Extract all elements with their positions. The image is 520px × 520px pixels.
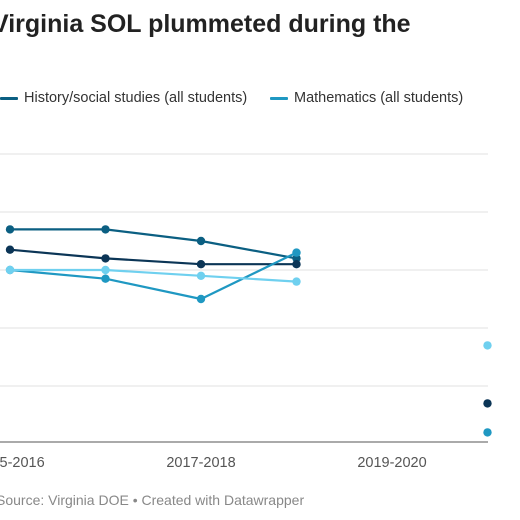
legend-item-history: History/social studies (all students) (0, 90, 247, 106)
point-light-0 (5, 265, 15, 275)
point-math-2 (196, 294, 206, 304)
point-history-2 (196, 236, 206, 246)
legend-item-math: Mathematics (all students) (270, 90, 463, 106)
point-math-5 (483, 428, 492, 437)
point-math-3 (292, 248, 301, 257)
point-math-1 (101, 274, 110, 283)
point-dark-0 (5, 245, 15, 254)
chart-title: Virginia SOL plummeted during the (0, 10, 411, 38)
point-light-1 (101, 265, 110, 275)
series-line-dark-0 (9, 248, 297, 266)
legend-label-history: History/social studies (all students) (24, 90, 248, 106)
point-dark-2 (196, 260, 206, 269)
point-history-0 (5, 225, 15, 234)
point-history-3 (292, 254, 301, 263)
point-dark-1 (101, 254, 110, 263)
point-history-1 (101, 225, 110, 234)
legend-swatch-history (0, 96, 18, 100)
x-tick-label-2: 2019-2020 (357, 455, 426, 471)
series-line-light-0 (10, 268, 297, 283)
point-dark-3 (292, 260, 301, 269)
point-light-3 (292, 277, 301, 286)
point-light-5 (483, 341, 492, 350)
series-line-history-0 (10, 228, 297, 260)
point-dark-5 (483, 399, 492, 408)
x-tick-label-1: 2017-2018 (166, 455, 235, 471)
source-credit: Source: Virginia DOE • Created with Data… (0, 492, 305, 508)
x-tick-label-0: 2015-2016 (0, 455, 45, 471)
series-line-math-0 (9, 251, 297, 301)
legend-label-math: Mathematics (all students) (294, 90, 464, 106)
legend-swatch-math (270, 96, 288, 100)
point-light-2 (196, 271, 206, 280)
